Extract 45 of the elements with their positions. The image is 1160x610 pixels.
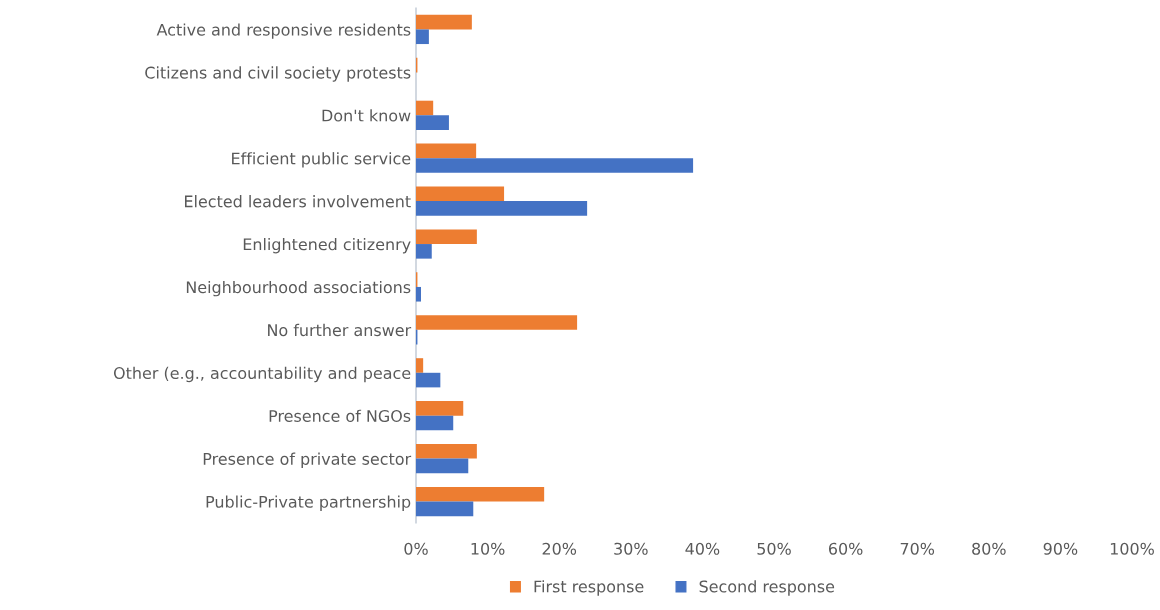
bar xyxy=(416,100,434,116)
y-tick-label: Elected leaders involvement xyxy=(185,195,411,208)
y-tick-label: Presence of private sector xyxy=(203,452,412,469)
x-tick-label: 0% xyxy=(404,542,428,555)
bar xyxy=(416,14,472,30)
bar xyxy=(416,186,505,202)
y-tick-label: No further answer xyxy=(268,323,412,337)
legend-label: First response xyxy=(534,580,644,596)
y-tick-label: Don't know xyxy=(322,109,411,122)
y-tick-label: Neighbourhood associations xyxy=(186,280,411,297)
bar xyxy=(416,201,588,216)
bar xyxy=(416,401,464,416)
bar xyxy=(416,486,545,502)
bar xyxy=(416,244,432,259)
x-tick-label: 30% xyxy=(614,542,648,555)
bar xyxy=(416,229,477,245)
bar xyxy=(416,501,474,517)
bar xyxy=(416,372,441,388)
y-tick-label: Active and responsive residents xyxy=(156,23,411,39)
x-tick-label: 40% xyxy=(685,542,720,555)
bar xyxy=(416,444,477,459)
x-tick-label: 50% xyxy=(757,542,791,555)
x-tick-label: 100% xyxy=(1110,542,1154,555)
y-tick-label: Efficient public service xyxy=(232,152,411,168)
y-tick-label: Enlightened citizenry xyxy=(243,237,411,254)
x-tick-label: 90% xyxy=(1043,542,1078,555)
x-tick-label: 70% xyxy=(900,542,935,555)
bar xyxy=(416,358,424,373)
bar xyxy=(416,158,694,173)
x-tick-label: 10% xyxy=(471,542,505,555)
legend-label: Second response xyxy=(699,580,835,596)
bar xyxy=(416,143,477,159)
y-tick-label: Citizens and civil society protests xyxy=(145,66,411,82)
bar xyxy=(416,115,449,130)
bar xyxy=(416,458,469,474)
bar xyxy=(416,415,454,431)
x-tick-label: 80% xyxy=(972,542,1006,555)
y-tick-label: Presence of NGOs xyxy=(269,409,411,422)
bar xyxy=(416,286,422,302)
bar xyxy=(416,315,578,330)
y-tick-label: Other (e.g., accountability and peace xyxy=(113,366,411,383)
y-tick-label: Public-Private partnership xyxy=(206,495,411,511)
bar xyxy=(416,29,429,45)
x-tick-label: 20% xyxy=(542,542,577,555)
x-tick-label: 60% xyxy=(828,542,863,555)
